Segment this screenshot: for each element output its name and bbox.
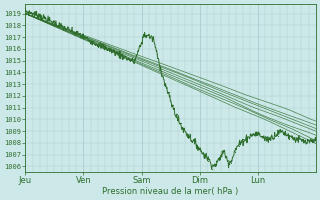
X-axis label: Pression niveau de la mer( hPa ): Pression niveau de la mer( hPa ) xyxy=(102,187,239,196)
